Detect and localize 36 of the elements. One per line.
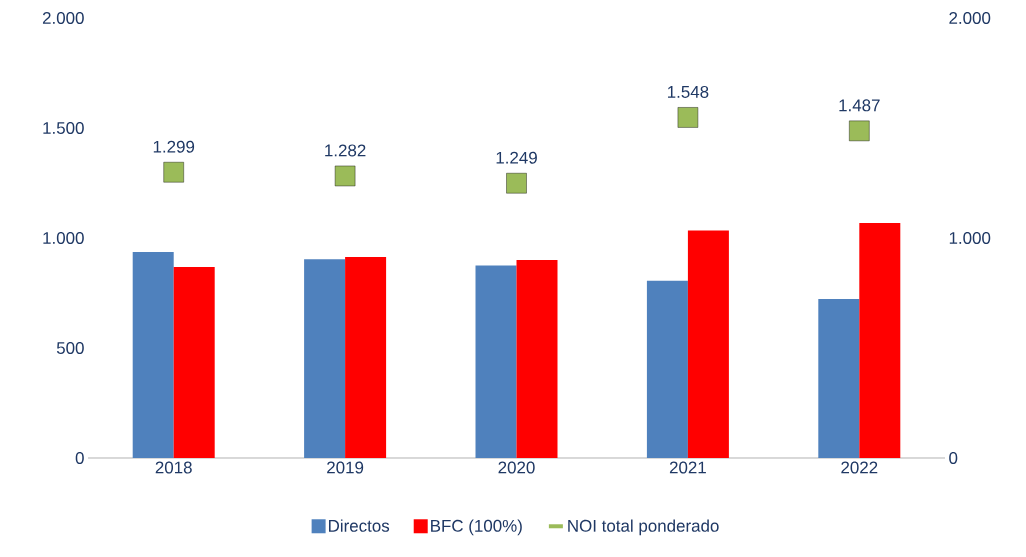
y2-tick-label: 1.000 bbox=[949, 232, 991, 244]
x-tick-label: 2018 bbox=[155, 461, 192, 474]
legend-label: Directos bbox=[329, 519, 390, 532]
y-tick-label: 500 bbox=[56, 342, 84, 354]
legend-label: BFC (100%) bbox=[431, 519, 522, 536]
point bbox=[334, 165, 356, 187]
data-label: 1.487 bbox=[839, 99, 880, 112]
y-tick-label: 1.500 bbox=[43, 122, 84, 134]
y-tick-label: 0 bbox=[75, 452, 84, 464]
data-label: 1.249 bbox=[496, 151, 537, 164]
x-tick-label: 2022 bbox=[841, 461, 878, 474]
bar bbox=[475, 265, 517, 458]
x-tick-label: 2021 bbox=[669, 461, 706, 474]
bar bbox=[345, 256, 387, 458]
bar bbox=[687, 230, 729, 458]
x-tick-label: 2019 bbox=[327, 461, 364, 474]
y-tick-label: 1.000 bbox=[43, 232, 84, 244]
y2-tick-label: 2.000 bbox=[949, 12, 991, 24]
point bbox=[849, 120, 870, 142]
y-tick-label: 2.000 bbox=[42, 12, 84, 24]
bar bbox=[132, 252, 174, 458]
data-label: 1.282 bbox=[325, 144, 366, 157]
x-tick-label: 2020 bbox=[498, 461, 535, 474]
bar bbox=[516, 260, 558, 458]
bar bbox=[818, 298, 860, 458]
point bbox=[677, 107, 699, 128]
bar bbox=[304, 259, 346, 458]
bar bbox=[646, 280, 688, 458]
data-label: 1.299 bbox=[153, 140, 195, 153]
y2-tick-label: 0 bbox=[949, 452, 958, 464]
bar bbox=[859, 223, 901, 458]
data-label: 1.548 bbox=[668, 85, 709, 98]
point bbox=[163, 162, 184, 183]
bar bbox=[173, 267, 215, 458]
legend-label: NOI total ponderado bbox=[568, 519, 719, 536]
point bbox=[506, 173, 527, 194]
